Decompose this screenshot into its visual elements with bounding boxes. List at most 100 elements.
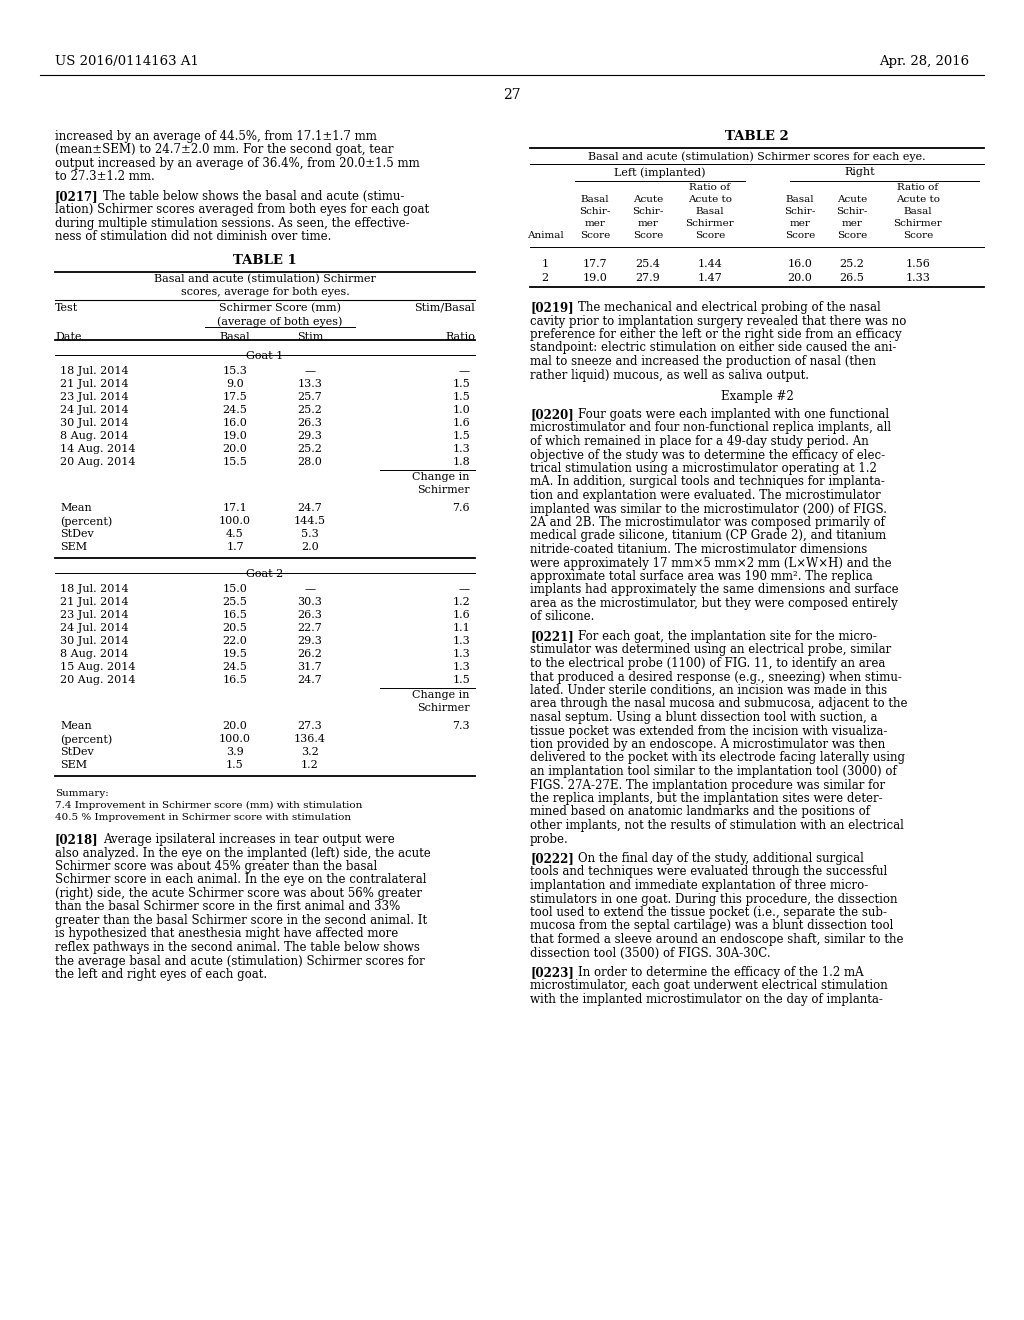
Text: On the final day of the study, additional surgical: On the final day of the study, additiona… xyxy=(578,851,864,865)
Text: 20.0: 20.0 xyxy=(222,721,248,731)
Text: US 2016/0114163 A1: US 2016/0114163 A1 xyxy=(55,55,199,69)
Text: Change in: Change in xyxy=(413,473,470,482)
Text: to the electrical probe (1100) of FIG. 11, to identify an area: to the electrical probe (1100) of FIG. 1… xyxy=(530,657,886,671)
Text: Acute to: Acute to xyxy=(688,195,732,205)
Text: 30 Jul. 2014: 30 Jul. 2014 xyxy=(60,418,129,428)
Text: Goat 2: Goat 2 xyxy=(247,569,284,579)
Text: 25.7: 25.7 xyxy=(298,392,323,403)
Text: 23 Jul. 2014: 23 Jul. 2014 xyxy=(60,610,129,620)
Text: 28.0: 28.0 xyxy=(298,457,323,467)
Text: Left (implanted): Left (implanted) xyxy=(614,168,706,178)
Text: 25.2: 25.2 xyxy=(298,444,323,454)
Text: 19.0: 19.0 xyxy=(583,273,607,282)
Text: is hypothesized that anesthesia might have affected more: is hypothesized that anesthesia might ha… xyxy=(55,928,398,940)
Text: stimulator was determined using an electrical probe, similar: stimulator was determined using an elect… xyxy=(530,644,891,656)
Text: TABLE 2: TABLE 2 xyxy=(725,129,788,143)
Text: 25.4: 25.4 xyxy=(636,259,660,269)
Text: Schirmer: Schirmer xyxy=(894,219,942,228)
Text: 1.5: 1.5 xyxy=(453,432,470,441)
Text: The table below shows the basal and acute (stimu-: The table below shows the basal and acut… xyxy=(103,190,404,203)
Text: Schirmer: Schirmer xyxy=(418,484,470,495)
Text: [0217]: [0217] xyxy=(55,190,98,203)
Text: nasal septum. Using a blunt dissection tool with suction, a: nasal septum. Using a blunt dissection t… xyxy=(530,711,878,723)
Text: [0223]: [0223] xyxy=(530,966,573,979)
Text: Schir-: Schir- xyxy=(632,207,664,216)
Text: than the basal Schirmer score in the first animal and 33%: than the basal Schirmer score in the fir… xyxy=(55,900,400,913)
Text: mer: mer xyxy=(790,219,810,228)
Text: Mean: Mean xyxy=(60,721,92,731)
Text: 1.0: 1.0 xyxy=(453,405,470,414)
Text: mA. In addition, surgical tools and techniques for implanta-: mA. In addition, surgical tools and tech… xyxy=(530,475,885,488)
Text: Schir-: Schir- xyxy=(784,207,816,216)
Text: 20.5: 20.5 xyxy=(222,623,248,634)
Text: Schirmer score in each animal. In the eye on the contralateral: Schirmer score in each animal. In the ey… xyxy=(55,874,427,887)
Text: 25.2: 25.2 xyxy=(840,259,864,269)
Text: 29.3: 29.3 xyxy=(298,432,323,441)
Text: implantation and immediate explantation of three micro-: implantation and immediate explantation … xyxy=(530,879,868,892)
Text: 7.3: 7.3 xyxy=(453,721,470,731)
Text: area through the nasal mucosa and submucosa, adjacent to the: area through the nasal mucosa and submuc… xyxy=(530,697,907,710)
Text: 40.5 % Improvement in Schirmer score with stimulation: 40.5 % Improvement in Schirmer score wit… xyxy=(55,813,351,822)
Text: delivered to the pocket with its electrode facing laterally using: delivered to the pocket with its electro… xyxy=(530,751,905,764)
Text: greater than the basal Schirmer score in the second animal. It: greater than the basal Schirmer score in… xyxy=(55,913,427,927)
Text: also analyzed. In the eye on the implanted (left) side, the acute: also analyzed. In the eye on the implant… xyxy=(55,846,431,859)
Text: tool used to extend the tissue pocket (i.e., separate the sub-: tool used to extend the tissue pocket (i… xyxy=(530,906,887,919)
Text: Score: Score xyxy=(837,231,867,240)
Text: area as the microstimulator, but they were composed entirely: area as the microstimulator, but they we… xyxy=(530,597,898,610)
Text: 17.7: 17.7 xyxy=(583,259,607,269)
Text: Acute to: Acute to xyxy=(896,195,940,205)
Text: Stim: Stim xyxy=(297,333,324,342)
Text: 1.3: 1.3 xyxy=(453,636,470,645)
Text: 18 Jul. 2014: 18 Jul. 2014 xyxy=(60,366,129,376)
Text: the replica implants, but the implantation sites were deter-: the replica implants, but the implantati… xyxy=(530,792,883,805)
Text: 24.7: 24.7 xyxy=(298,675,323,685)
Text: 27: 27 xyxy=(503,88,521,102)
Text: 1.8: 1.8 xyxy=(453,457,470,467)
Text: 13.3: 13.3 xyxy=(298,379,323,389)
Text: Score: Score xyxy=(695,231,725,240)
Text: 30.3: 30.3 xyxy=(298,597,323,607)
Text: Score: Score xyxy=(633,231,664,240)
Text: tion and explantation were evaluated. The microstimulator: tion and explantation were evaluated. Th… xyxy=(530,488,881,502)
Text: 2: 2 xyxy=(542,273,549,282)
Text: Schirmer: Schirmer xyxy=(418,704,470,713)
Text: mer: mer xyxy=(842,219,862,228)
Text: 19.5: 19.5 xyxy=(222,649,248,659)
Text: 1.47: 1.47 xyxy=(697,273,722,282)
Text: Goat 1: Goat 1 xyxy=(247,351,284,360)
Text: 1.7: 1.7 xyxy=(226,543,244,552)
Text: preference for either the left or the right side from an efficacy: preference for either the left or the ri… xyxy=(530,327,901,341)
Text: Schirmer: Schirmer xyxy=(686,219,734,228)
Text: implants had approximately the same dimensions and surface: implants had approximately the same dime… xyxy=(530,583,899,597)
Text: 15.5: 15.5 xyxy=(222,457,248,467)
Text: the average basal and acute (stimulation) Schirmer scores for: the average basal and acute (stimulation… xyxy=(55,954,425,968)
Text: 19.0: 19.0 xyxy=(222,432,248,441)
Text: nitride-coated titanium. The microstimulator dimensions: nitride-coated titanium. The microstimul… xyxy=(530,543,867,556)
Text: Change in: Change in xyxy=(413,690,470,700)
Text: —: — xyxy=(459,583,470,594)
Text: StDev: StDev xyxy=(60,747,94,756)
Text: Summary:: Summary: xyxy=(55,789,109,799)
Text: 16.0: 16.0 xyxy=(222,418,248,428)
Text: 29.3: 29.3 xyxy=(298,636,323,645)
Text: 1.5: 1.5 xyxy=(453,392,470,403)
Text: 26.3: 26.3 xyxy=(298,418,323,428)
Text: StDev: StDev xyxy=(60,529,94,539)
Text: 100.0: 100.0 xyxy=(219,516,251,525)
Text: lation) Schirmer scores averaged from both eyes for each goat: lation) Schirmer scores averaged from bo… xyxy=(55,203,429,216)
Text: 25.5: 25.5 xyxy=(222,597,248,607)
Text: (percent): (percent) xyxy=(60,516,113,527)
Text: (percent): (percent) xyxy=(60,734,113,744)
Text: 3.9: 3.9 xyxy=(226,747,244,756)
Text: 1.44: 1.44 xyxy=(697,259,723,269)
Text: 1.6: 1.6 xyxy=(453,610,470,620)
Text: mal to sneeze and increased the production of nasal (then: mal to sneeze and increased the producti… xyxy=(530,355,876,368)
Text: Basal and acute (stimulation) Schirmer scores for each eye.: Basal and acute (stimulation) Schirmer s… xyxy=(588,150,926,161)
Text: 1.5: 1.5 xyxy=(453,379,470,389)
Text: Right: Right xyxy=(845,168,876,177)
Text: Ratio of: Ratio of xyxy=(689,183,730,191)
Text: tion provided by an endoscope. A microstimulator was then: tion provided by an endoscope. A microst… xyxy=(530,738,886,751)
Text: 1.3: 1.3 xyxy=(453,649,470,659)
Text: 15 Aug. 2014: 15 Aug. 2014 xyxy=(60,663,135,672)
Text: tools and techniques were evaluated through the successful: tools and techniques were evaluated thro… xyxy=(530,866,887,879)
